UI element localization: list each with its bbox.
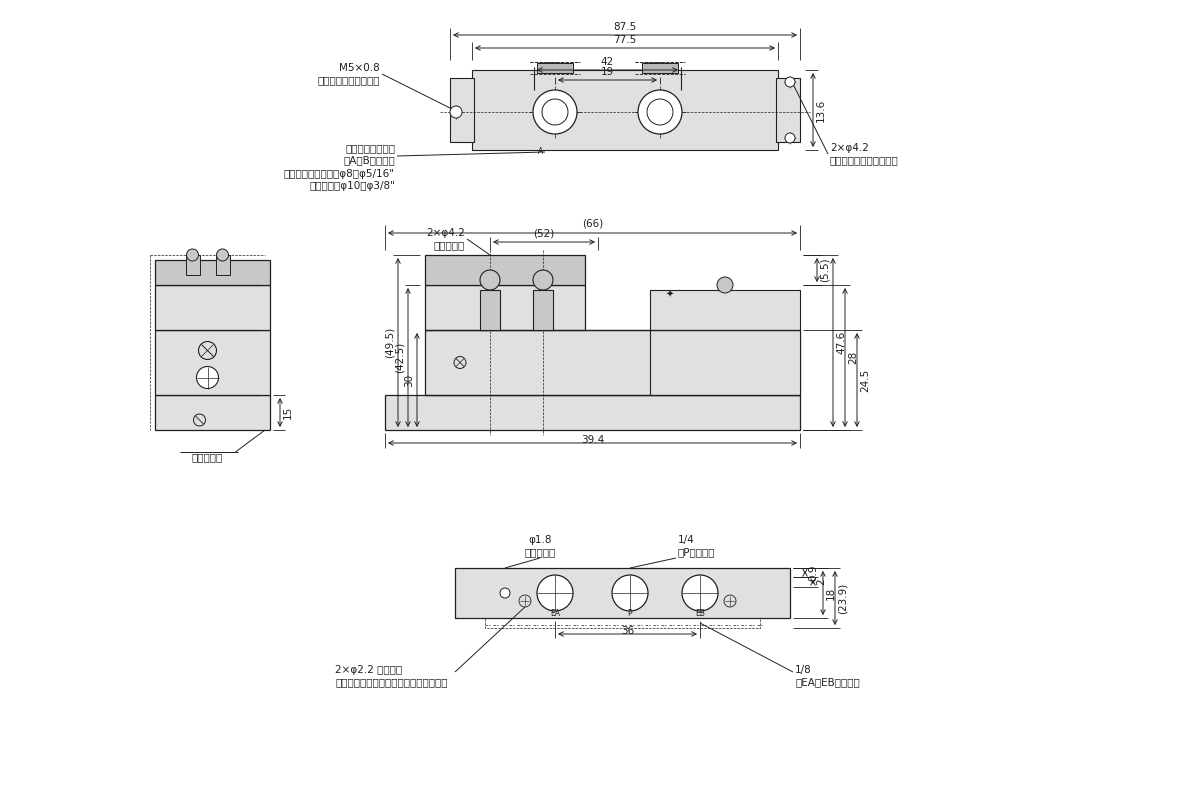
Text: φ10，φ3/8": φ10，φ3/8" bbox=[309, 181, 395, 191]
Text: 13.6: 13.6 bbox=[816, 98, 825, 122]
Text: 適用チューブ外径：φ8，φ5/16": 適用チューブ外径：φ8，φ5/16" bbox=[284, 169, 395, 179]
Text: 77.5: 77.5 bbox=[613, 35, 636, 45]
Text: 2: 2 bbox=[816, 578, 825, 586]
Text: 39.4: 39.4 bbox=[581, 435, 604, 445]
Text: 15: 15 bbox=[283, 406, 294, 419]
Text: 42: 42 bbox=[601, 57, 615, 67]
Text: (66): (66) bbox=[582, 219, 603, 229]
Text: P: P bbox=[628, 609, 633, 618]
Text: 30: 30 bbox=[404, 374, 415, 386]
Bar bbox=[216, 255, 230, 275]
Text: φ1.8: φ1.8 bbox=[528, 535, 552, 545]
Text: 47.6: 47.6 bbox=[836, 331, 846, 354]
Bar bbox=[533, 290, 553, 330]
Bar bbox=[455, 568, 789, 618]
Circle shape bbox=[533, 270, 553, 290]
Text: 28: 28 bbox=[848, 351, 858, 364]
Bar bbox=[425, 285, 585, 330]
Text: ワンタッチ管継手: ワンタッチ管継手 bbox=[345, 143, 395, 153]
Circle shape bbox=[196, 366, 218, 389]
Text: (52): (52) bbox=[533, 228, 555, 238]
Text: （呼吸穴）: （呼吸穴） bbox=[525, 547, 556, 557]
Text: ✦: ✦ bbox=[666, 290, 674, 300]
Circle shape bbox=[187, 249, 199, 261]
Circle shape bbox=[785, 133, 795, 143]
Text: （EA，EBポート）: （EA，EBポート） bbox=[795, 677, 860, 687]
Text: (42.5): (42.5) bbox=[395, 342, 405, 373]
Text: マニュアル: マニュアル bbox=[192, 452, 223, 462]
Text: EA: EA bbox=[550, 609, 559, 618]
Text: 1/8: 1/8 bbox=[795, 665, 812, 675]
Text: 87.5: 87.5 bbox=[613, 22, 636, 32]
Circle shape bbox=[500, 588, 510, 598]
Bar bbox=[537, 63, 573, 73]
Bar bbox=[480, 290, 500, 330]
Text: （マニホールドガスケット位置決め用）: （マニホールドガスケット位置決め用） bbox=[335, 677, 448, 687]
Text: 0.9: 0.9 bbox=[807, 564, 818, 581]
Bar bbox=[385, 395, 800, 430]
Text: 2×φ4.2: 2×φ4.2 bbox=[426, 228, 465, 238]
Circle shape bbox=[682, 575, 718, 611]
Text: （取付用）: （取付用） bbox=[434, 240, 465, 250]
Text: (23.9): (23.9) bbox=[837, 582, 848, 614]
Text: A: A bbox=[538, 147, 544, 157]
Text: （Pポート）: （Pポート） bbox=[678, 547, 715, 557]
Text: 24.5: 24.5 bbox=[860, 368, 870, 392]
Text: (5.5): (5.5) bbox=[819, 258, 830, 282]
Text: （パイロットポート）: （パイロットポート） bbox=[317, 75, 380, 85]
Bar bbox=[485, 618, 760, 628]
Text: （A，Bポート）: （A，Bポート） bbox=[344, 155, 395, 165]
Bar bbox=[155, 330, 270, 395]
Bar bbox=[155, 395, 270, 430]
Bar bbox=[651, 290, 800, 330]
Bar bbox=[450, 78, 474, 142]
Text: M5×0.8: M5×0.8 bbox=[339, 63, 380, 73]
Bar bbox=[186, 255, 200, 275]
Text: 1/4: 1/4 bbox=[678, 535, 695, 545]
Bar bbox=[425, 330, 800, 395]
Text: 19: 19 bbox=[601, 67, 615, 77]
Bar bbox=[472, 70, 778, 150]
Circle shape bbox=[716, 277, 733, 293]
Bar bbox=[425, 255, 585, 285]
Text: 18: 18 bbox=[825, 586, 836, 600]
Circle shape bbox=[612, 575, 648, 611]
Text: 36: 36 bbox=[621, 626, 634, 636]
Bar bbox=[642, 63, 678, 73]
Bar bbox=[776, 78, 800, 142]
Bar bbox=[155, 285, 270, 330]
Text: （マニホールド取付用）: （マニホールド取付用） bbox=[830, 155, 898, 165]
Circle shape bbox=[450, 106, 462, 118]
Text: 2×φ2.2 イヌキ穴: 2×φ2.2 イヌキ穴 bbox=[335, 665, 403, 675]
Circle shape bbox=[217, 249, 229, 261]
Circle shape bbox=[537, 575, 573, 611]
Circle shape bbox=[480, 270, 500, 290]
Circle shape bbox=[639, 90, 682, 134]
Bar bbox=[155, 260, 270, 285]
Text: EB: EB bbox=[695, 609, 704, 618]
Text: 2×φ4.2: 2×φ4.2 bbox=[830, 143, 869, 153]
Bar bbox=[651, 330, 800, 395]
Text: (49.5): (49.5) bbox=[385, 327, 395, 358]
Circle shape bbox=[533, 90, 577, 134]
Circle shape bbox=[785, 77, 795, 87]
